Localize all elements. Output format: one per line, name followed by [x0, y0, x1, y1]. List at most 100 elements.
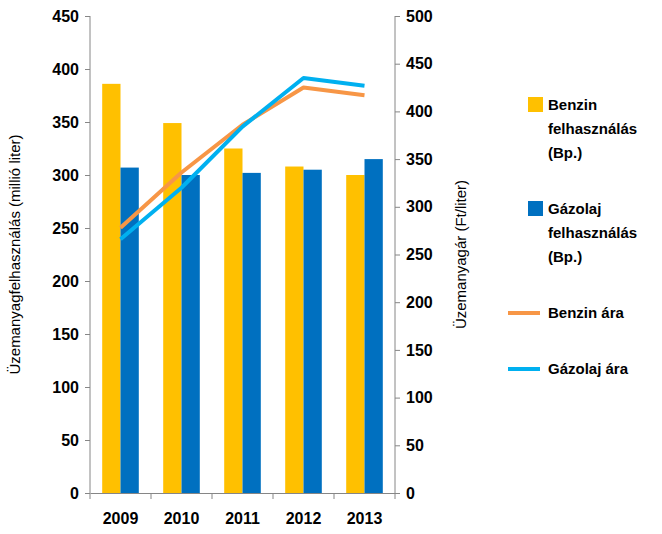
bar — [102, 84, 120, 493]
legend-swatch — [508, 311, 540, 315]
tick-label: 200 — [406, 294, 433, 311]
legend-label-line: felhasználás — [548, 120, 637, 137]
tick-label: 150 — [406, 342, 433, 359]
tick-label: 450 — [52, 8, 79, 25]
legend-swatch — [508, 367, 540, 371]
tick: 350 — [52, 114, 90, 131]
tick-label: 500 — [406, 8, 433, 25]
chart: 0 50 100 150 200 250 300 350 400 450 0 50 100 150 200 2… — [0, 0, 662, 534]
tick-label: 250 — [52, 220, 79, 237]
category-divider — [334, 493, 335, 499]
line — [121, 78, 365, 239]
tick: 400 — [395, 103, 433, 120]
legend-label-line: (Bp.) — [548, 248, 582, 265]
tick-mark — [395, 255, 400, 256]
tick-label: 350 — [52, 114, 79, 131]
legend-label-line: felhasználás — [548, 224, 637, 241]
legend-item: Gázolaj felhasználás (Bp.) — [528, 200, 637, 265]
tick-mark — [85, 493, 90, 494]
category-divider — [212, 493, 213, 499]
bar — [365, 159, 383, 493]
tick: 50 — [395, 437, 424, 454]
tick: 500 — [395, 8, 433, 25]
tick-label: 50 — [406, 437, 424, 454]
tick: 350 — [395, 151, 433, 168]
category-divider — [273, 493, 274, 499]
tick-label: 100 — [52, 379, 79, 396]
category-divider — [151, 493, 152, 499]
bar — [346, 175, 364, 493]
tick: 2010 — [164, 510, 200, 527]
tick-label: 2011 — [225, 510, 260, 527]
tick-mark — [395, 64, 400, 65]
tick-label: 50 — [61, 432, 79, 449]
tick-label: 2009 — [103, 510, 139, 527]
tick-label: 300 — [52, 167, 79, 184]
tick: 100 — [52, 379, 90, 396]
legend-label: Gázolaj ára — [548, 360, 629, 377]
y2-axis: 0 50 100 150 200 250 300 350 400 450 500 — [395, 8, 433, 502]
tick: 150 — [395, 342, 433, 359]
tick-mark — [395, 445, 400, 446]
tick-mark — [85, 175, 90, 176]
tick: 300 — [52, 167, 90, 184]
bar — [121, 168, 139, 493]
tick: 200 — [52, 273, 90, 290]
tick-label: 300 — [406, 198, 433, 215]
tick-mark — [85, 69, 90, 70]
x-axis: 2009 2010 2011 2012 2013 — [91, 494, 396, 528]
tick: 250 — [395, 246, 433, 263]
tick-label: 350 — [406, 151, 433, 168]
tick-mark — [395, 493, 400, 494]
legend-label-line: Gázolaj ára — [548, 360, 629, 377]
tick-mark — [85, 122, 90, 123]
y-axis-title: Üzemanyagfelhasználás (millió liter) — [6, 134, 23, 374]
tick-mark — [395, 302, 400, 303]
tick-label: 100 — [406, 389, 433, 406]
tick-label: 450 — [406, 55, 433, 72]
category-divider — [395, 493, 396, 499]
tick-mark — [395, 159, 400, 160]
legend-item: Benzinfelhasználás(Bp.) — [528, 96, 637, 161]
tick-mark — [85, 16, 90, 17]
legend-label-line: Benzin — [548, 96, 597, 113]
tick: 300 — [395, 198, 433, 215]
tick-mark — [85, 228, 90, 229]
tick-label: 0 — [70, 485, 79, 502]
bar — [285, 167, 303, 493]
axis-line — [90, 16, 91, 493]
tick: 450 — [52, 8, 90, 25]
tick-mark — [395, 350, 400, 351]
legend-label-line: Gázolaj — [548, 200, 601, 217]
bar — [243, 173, 261, 493]
tick-mark — [395, 398, 400, 399]
axis-line — [91, 493, 396, 494]
y2-axis-title: Üzemanyagár (Ft/liter) — [452, 180, 469, 329]
bar — [182, 175, 200, 493]
tick-mark — [395, 111, 400, 112]
tick: 0 — [395, 485, 415, 502]
tick-mark — [85, 440, 90, 441]
tick-mark — [85, 334, 90, 335]
tick: 250 — [52, 220, 90, 237]
category-divider — [90, 493, 91, 499]
legend-label: Benzin ára — [548, 304, 625, 321]
tick: 2013 — [347, 510, 383, 527]
tick-label: 0 — [406, 485, 415, 502]
legend-item: Benzin ára — [508, 304, 625, 321]
tick: 0 — [70, 485, 90, 502]
tick-mark — [395, 16, 400, 17]
bar — [224, 149, 242, 494]
bar — [304, 170, 322, 493]
bar-series — [121, 159, 383, 493]
legend-item: Gázolaj ára — [508, 360, 629, 377]
tick-label: 2012 — [286, 510, 322, 527]
bar-series — [102, 84, 364, 493]
plot-area — [102, 78, 383, 493]
legend-label: Gázolaj felhasználás (Bp.) — [548, 200, 637, 265]
tick: 2011 — [225, 510, 260, 527]
legend: Benzin felhasználás (Bp.) Gázolaj felhasznál… — [508, 96, 637, 377]
tick: 150 — [52, 326, 90, 343]
tick-label: 400 — [52, 61, 79, 78]
tick-label: 2010 — [164, 510, 200, 527]
